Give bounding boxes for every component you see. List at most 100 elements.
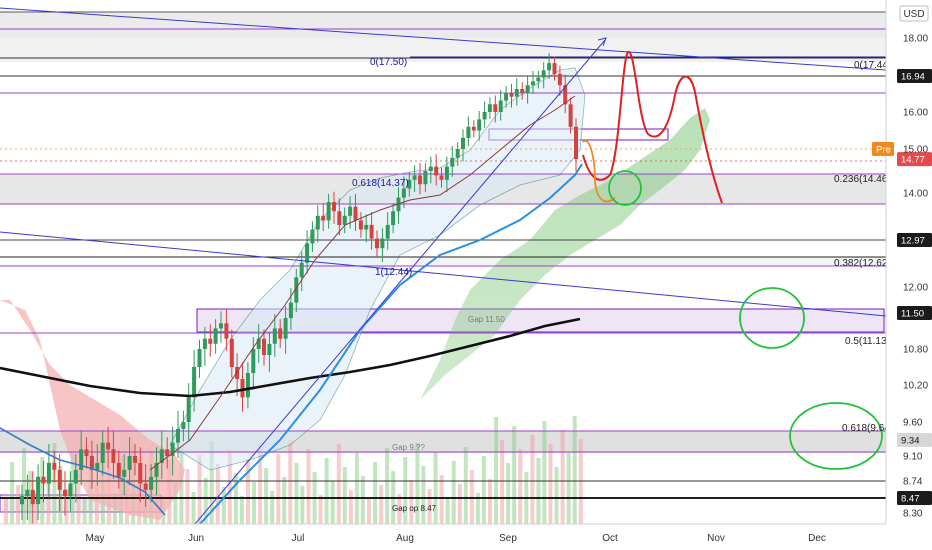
volume-bar xyxy=(554,467,559,524)
candle-body xyxy=(418,175,422,185)
currency-label: USD xyxy=(903,9,924,20)
uptrend-line xyxy=(194,39,606,525)
candle-body xyxy=(89,456,94,470)
month-tick-label: Sep xyxy=(499,533,517,544)
volume-bar xyxy=(227,450,232,524)
candle-body xyxy=(288,302,293,319)
candle-body xyxy=(461,137,465,149)
volume-bar xyxy=(572,416,577,524)
lower-downtrend-line xyxy=(0,231,887,317)
volume-bar xyxy=(173,483,178,524)
candle-body xyxy=(315,215,320,230)
candle-body xyxy=(25,489,30,497)
candle-body xyxy=(154,462,159,477)
candle-body xyxy=(36,476,41,505)
candle-body xyxy=(557,73,562,86)
candle-body xyxy=(186,397,191,422)
month-tick-label: Jul xyxy=(292,533,305,544)
volume-bar xyxy=(252,482,256,524)
volume-bar xyxy=(288,440,293,524)
volume-bar xyxy=(270,491,275,524)
currency-label-box xyxy=(899,5,929,22)
candle-body xyxy=(20,496,24,505)
price-tick-label: 9.10 xyxy=(903,452,923,463)
candle-body xyxy=(251,349,256,373)
month-tick-label: May xyxy=(86,533,105,544)
candle-body xyxy=(111,449,116,463)
month-tick-label: Oct xyxy=(602,533,618,544)
price-tick-label: 16.00 xyxy=(903,108,928,119)
candle-body xyxy=(332,202,336,212)
volume-bar xyxy=(276,454,281,524)
fib-label: 0(17.50) xyxy=(370,57,407,68)
candle-body xyxy=(552,63,557,74)
volume-bar xyxy=(197,455,202,524)
volume-bar xyxy=(221,487,226,524)
fib-label: 0(17.44) xyxy=(854,60,891,71)
annotation-labels: 0(17.50) 0(17.44) 0.618(14.37) 0.236(14.46)… xyxy=(352,57,893,513)
fib-label: 0.382(12.62) xyxy=(834,258,891,269)
upper-downtrend-line xyxy=(0,7,887,71)
volume-bar xyxy=(318,495,323,524)
candle-body xyxy=(326,202,331,221)
volume-bar xyxy=(481,456,486,524)
volume-bar xyxy=(185,469,190,524)
gap-label: Gap 11.50 xyxy=(468,315,505,324)
candle-body xyxy=(256,338,261,349)
volume-bar xyxy=(488,479,492,524)
ma-20 xyxy=(149,95,576,471)
fib-label: 0.618(14.37) xyxy=(352,178,409,189)
candle-body xyxy=(30,489,35,505)
month-tick-label: Jun xyxy=(188,533,204,544)
volume-bar xyxy=(379,485,384,524)
volume-bar xyxy=(566,453,571,524)
candle-body xyxy=(423,171,428,185)
volume-bar xyxy=(203,478,208,524)
price-badge xyxy=(897,233,932,247)
price-tick-label: 8.74 xyxy=(903,477,923,488)
candle-body xyxy=(165,449,170,456)
moving-averages xyxy=(0,95,583,525)
time-axis: May Jun Jul Aug Sep Oct Nov Dec xyxy=(86,533,826,544)
price-axis: 18.00 16.00 14.00 12.00 10.80 10.20 9.60 9.10 8.… xyxy=(872,34,932,520)
candle-body xyxy=(68,483,73,497)
candle-body xyxy=(181,422,186,429)
price-tick-label: 9.60 xyxy=(903,418,923,429)
volume-bar xyxy=(415,443,420,524)
volume-bar xyxy=(421,466,426,524)
candle-body xyxy=(439,175,444,180)
candle-body xyxy=(192,367,197,398)
candle-body xyxy=(337,211,342,225)
volume-bar xyxy=(518,449,523,524)
candle-body xyxy=(240,379,245,398)
green-circle-low xyxy=(789,402,883,470)
volume-bar xyxy=(463,447,468,524)
candle-body xyxy=(267,343,272,355)
volume-bar xyxy=(475,493,480,524)
volume-bar xyxy=(385,448,390,524)
candle-body xyxy=(79,449,84,470)
candle-body xyxy=(391,211,396,225)
volume-bar xyxy=(348,490,353,524)
price-badge xyxy=(897,69,932,83)
price-badge-label: 12.97 xyxy=(901,236,925,247)
candle-body xyxy=(299,262,304,278)
volume-bar xyxy=(548,444,553,524)
volume-bar xyxy=(494,417,499,524)
candle-body xyxy=(245,373,250,398)
candle-body xyxy=(493,104,498,112)
volume-bar xyxy=(324,458,329,524)
candle-body xyxy=(127,456,132,470)
candle-body xyxy=(385,224,390,239)
volume-bar xyxy=(10,462,15,524)
orange-projection-path xyxy=(582,139,616,203)
candle-body xyxy=(541,70,546,78)
volume-bar xyxy=(258,445,263,524)
price-tick-label: 10.80 xyxy=(903,345,928,356)
volume-bar xyxy=(439,475,444,524)
candle-body xyxy=(41,476,46,484)
green-cloud xyxy=(390,108,710,430)
volume-bar xyxy=(506,463,511,524)
